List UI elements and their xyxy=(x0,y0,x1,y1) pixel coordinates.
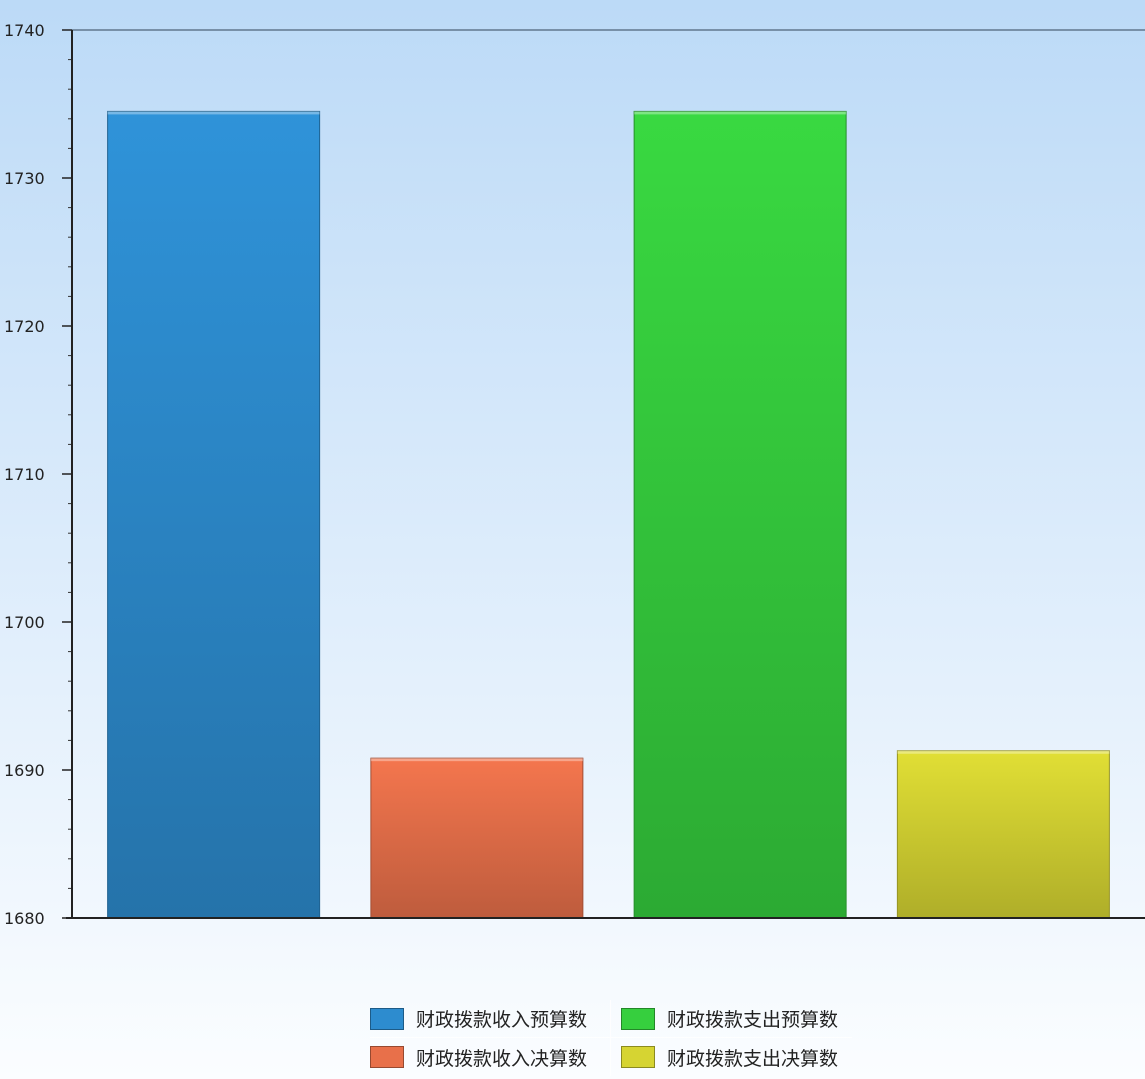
legend-item: 财政拨款支出预算数 xyxy=(611,1000,852,1038)
y-tick-label: 1700 xyxy=(4,613,45,632)
y-tick-label: 1720 xyxy=(4,317,45,336)
bar xyxy=(107,110,321,919)
bar-highlight xyxy=(634,111,847,115)
legend: 财政拨款收入预算数 财政拨款支出预算数 财政拨款收入决算数 财政拨款支出决算数 xyxy=(370,1000,852,1076)
legend-item: 财政拨款收入预算数 xyxy=(370,1000,611,1038)
legend-swatch xyxy=(621,1007,655,1030)
legend-label: 财政拨款支出预算数 xyxy=(667,1009,839,1031)
bar xyxy=(370,757,584,919)
legend-swatch xyxy=(621,1046,655,1068)
legend-label: 财政拨款支出决算数 xyxy=(667,1047,839,1070)
bar xyxy=(633,110,847,919)
y-tick-label: 1730 xyxy=(4,169,45,188)
y-tick-label: 1710 xyxy=(4,465,45,484)
legend-item: 财政拨款收入决算数 xyxy=(370,1038,611,1076)
y-tick-label: 1690 xyxy=(4,761,45,780)
legend-swatch xyxy=(370,1046,404,1068)
bar-highlight xyxy=(107,111,320,115)
legend-item: 财政拨款支出决算数 xyxy=(611,1038,852,1076)
bar-highlight xyxy=(897,750,1110,754)
legend-label: 财政拨款收入预算数 xyxy=(416,1009,588,1031)
legend-label: 财政拨款收入决算数 xyxy=(416,1047,588,1070)
legend-swatch xyxy=(370,1007,404,1030)
y-tick-label: 1680 xyxy=(4,909,45,928)
bar-highlight xyxy=(370,758,583,762)
y-tick-label: 1740 xyxy=(4,21,45,40)
bars xyxy=(107,110,1110,919)
bar xyxy=(896,750,1110,919)
